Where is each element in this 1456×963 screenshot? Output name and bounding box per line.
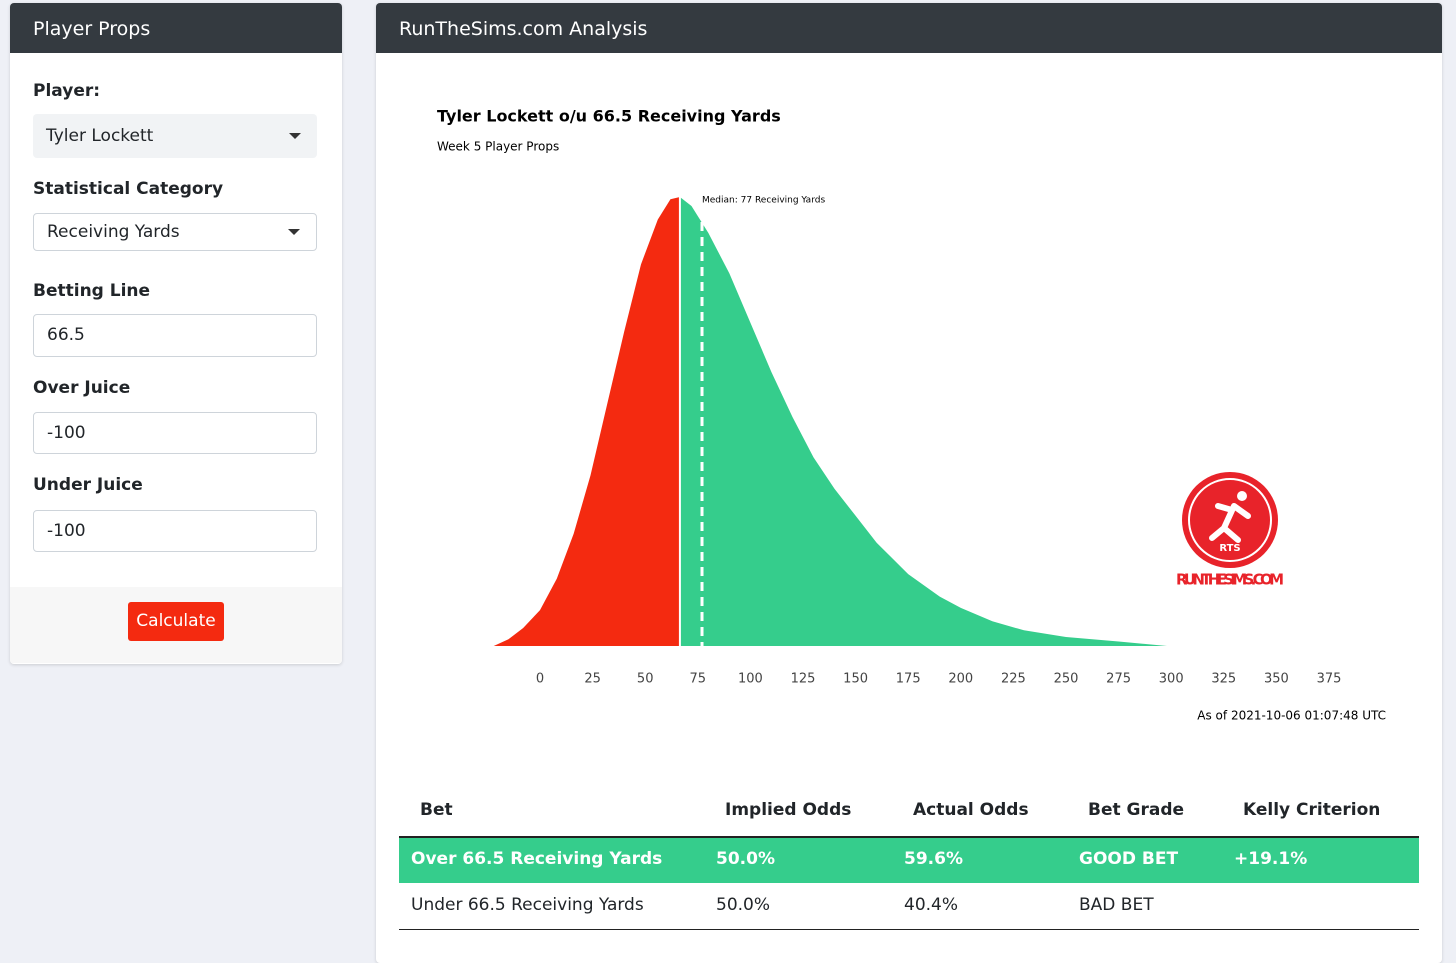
- table-cell: 50.0%: [716, 895, 771, 915]
- field-label: Statistical Category: [33, 179, 224, 199]
- line-input[interactable]: 66.5: [33, 314, 317, 357]
- bottom-rule: [399, 929, 1419, 930]
- table-header: Implied Odds: [725, 800, 852, 820]
- analysis-card: RunTheSims.com Analysis: [376, 3, 1442, 963]
- table-cell: 40.4%: [904, 895, 959, 915]
- chart-title: Tyler Lockett o/u 66.5 Receiving Yards: [437, 107, 781, 126]
- x-tick-label: 50: [637, 672, 654, 687]
- table-cell: Over 66.5 Receiving Yards: [411, 849, 663, 869]
- over-input[interactable]: -100: [33, 412, 317, 454]
- table-cell: 59.6%: [904, 849, 963, 869]
- chart-subtitle: Week 5 Player Props: [437, 140, 559, 154]
- x-tick-label: 25: [584, 672, 601, 687]
- under-input[interactable]: -100: [33, 510, 317, 552]
- x-tick-label: 150: [843, 672, 868, 687]
- timestamp: As of 2021-10-06 01:07:48 UTC: [1197, 709, 1386, 723]
- header-rule: [399, 836, 1419, 838]
- under-area: [493, 197, 680, 646]
- calculate-button[interactable]: Calculate: [128, 602, 224, 641]
- x-tick-label: 225: [1001, 672, 1026, 687]
- card-footer: Calculate: [10, 587, 342, 663]
- x-tick-label: 0: [536, 672, 544, 687]
- card-header: RunTheSims.com Analysis: [376, 3, 1442, 53]
- x-tick-label: 100: [738, 672, 763, 687]
- x-tick-label: 200: [948, 672, 973, 687]
- table-header: Actual Odds: [913, 800, 1029, 820]
- card-header: Player Props: [10, 3, 342, 53]
- x-tick-label: 75: [690, 672, 707, 687]
- x-tick-label: 250: [1054, 672, 1079, 687]
- logo-runner: [1209, 491, 1251, 543]
- table-cell: BAD BET: [1079, 895, 1154, 915]
- table-header: Kelly Criterion: [1243, 800, 1381, 820]
- x-tick-label: 325: [1211, 672, 1236, 687]
- table-header: Bet: [420, 800, 453, 820]
- median-label: Median: 77 Receiving Yards: [702, 196, 825, 206]
- table-cell: +19.1%: [1234, 849, 1308, 869]
- x-tick-label: 300: [1159, 672, 1184, 687]
- field-label: Over Juice: [33, 378, 131, 398]
- x-tick-label: 375: [1317, 672, 1342, 687]
- logo-text: RUNTHESIMS.COM: [1176, 571, 1284, 589]
- chart: Tyler Lockett o/u 66.5 Receiving Yards W…: [437, 107, 1386, 723]
- x-tick-label: 125: [791, 672, 816, 687]
- x-tick-label: 275: [1106, 672, 1131, 687]
- table-cell: 50.0%: [716, 849, 775, 869]
- logo-ring: [1188, 478, 1272, 562]
- player-select[interactable]: Tyler Lockett: [33, 114, 317, 158]
- x-tick-label: 350: [1264, 672, 1289, 687]
- category-select[interactable]: Receiving Yards: [33, 213, 317, 251]
- over-area: [679, 197, 1167, 646]
- field-label: Player:: [33, 81, 101, 101]
- table-cell: Under 66.5 Receiving Yards: [411, 895, 644, 915]
- logo: RTS RUNTHESIMS.COM: [1176, 472, 1284, 589]
- x-tick-label: 175: [896, 672, 921, 687]
- field-label: Under Juice: [33, 475, 143, 495]
- field-label: Betting Line: [33, 281, 151, 301]
- table-header: Bet Grade: [1088, 800, 1185, 820]
- props-card: Player Props Player: Tyler Lockett Stati…: [10, 3, 342, 664]
- table-cell: GOOD BET: [1079, 849, 1179, 869]
- good-row-bg: [399, 838, 1419, 883]
- logo-mark: RTS: [1219, 543, 1240, 554]
